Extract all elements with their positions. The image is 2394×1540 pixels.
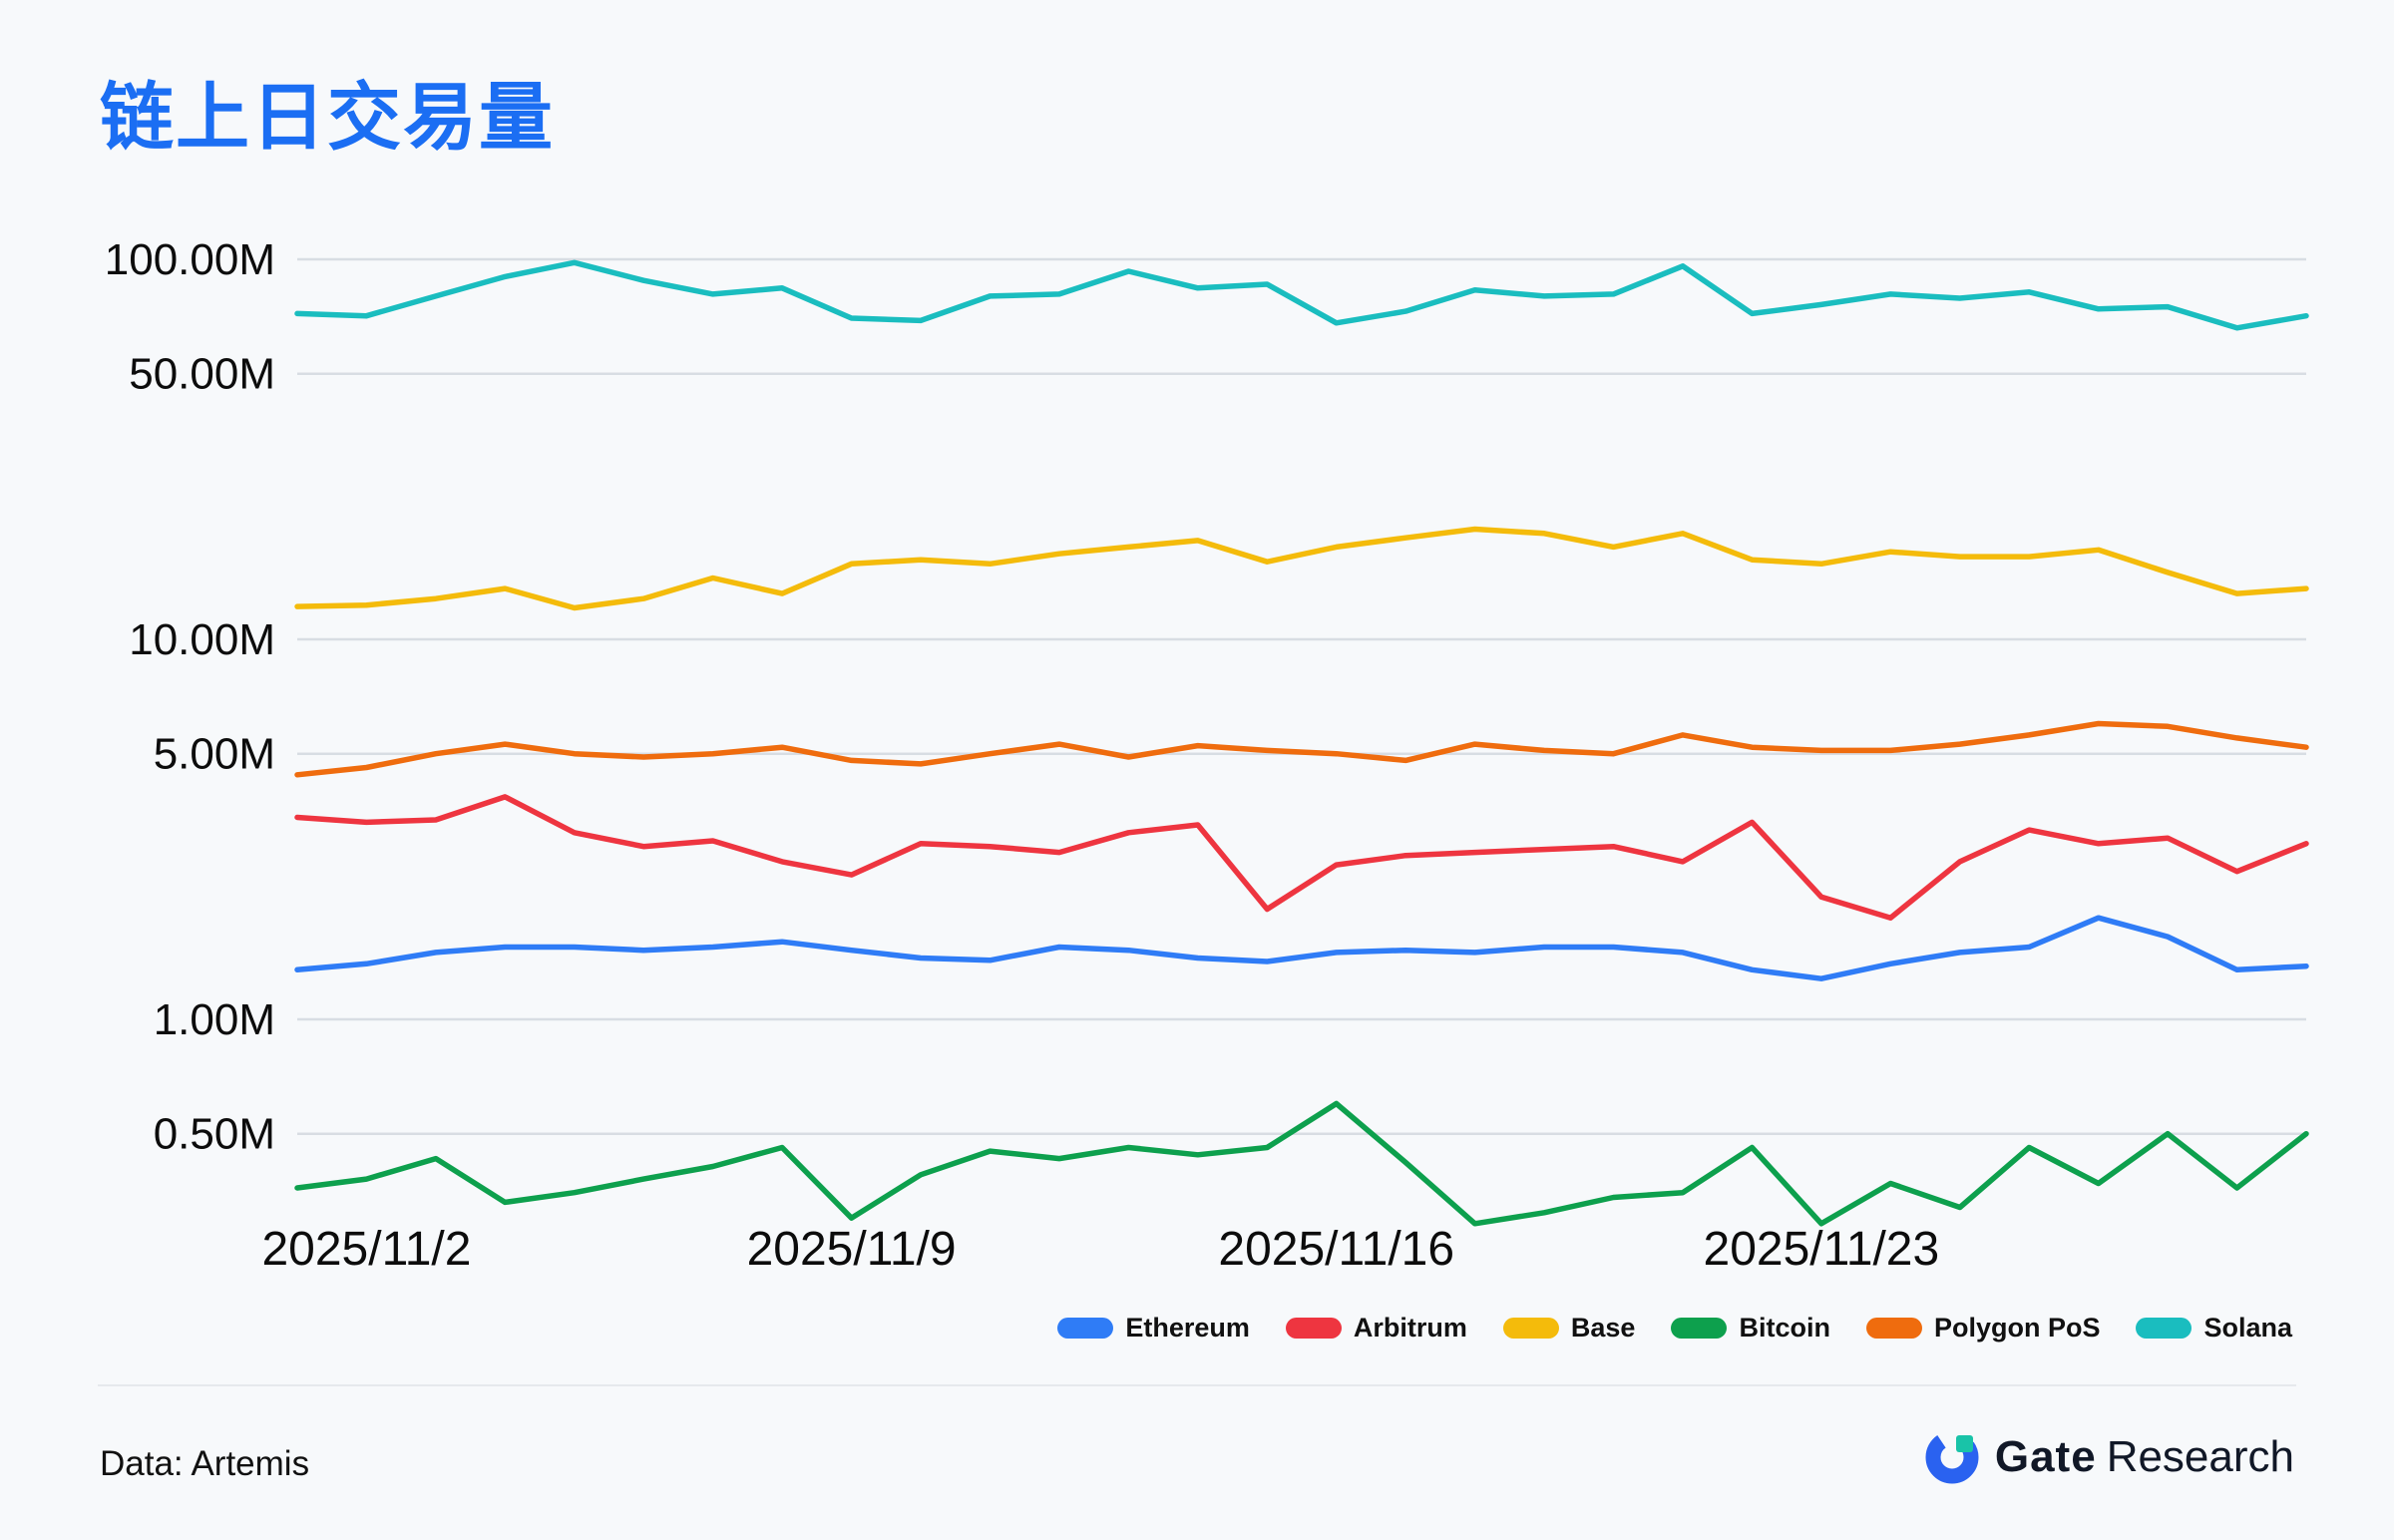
x-axis-tick-label: 2025/11/23: [1704, 1223, 1940, 1276]
brand-name-regular: Research: [2106, 1432, 2294, 1481]
legend-label: Bitcoin: [1739, 1313, 1830, 1343]
legend-item-polygon-pos[interactable]: Polygon PoS: [1865, 1313, 2101, 1344]
series-line-bitcoin: [294, 1100, 2309, 1227]
legend-item-ethereum[interactable]: Ethereum: [1057, 1313, 1250, 1344]
legend-label: Polygon PoS: [1933, 1313, 2101, 1343]
y-axis-tick-label: 100.00M: [105, 235, 275, 284]
legend-label: Ethereum: [1125, 1313, 1250, 1343]
y-axis-tick-label: 1.00M: [154, 995, 275, 1044]
legend-swatch: [1285, 1318, 1342, 1339]
x-axis-tick-label: 2025/11/16: [1218, 1223, 1454, 1276]
legend: Ethereum Arbitrum Base Bitcoin Polygon PoS So…: [1057, 1313, 2292, 1344]
legend-swatch: [2136, 1318, 2193, 1339]
series-line-base: [294, 526, 2309, 611]
legend-swatch: [1057, 1318, 1114, 1339]
y-axis-tick-label: 0.50M: [154, 1110, 275, 1159]
daily-transactions-line-chart: 100.00M 50.00M 10.00M 5.00M 1.00M 0.50M 2025/1…: [105, 235, 2309, 1276]
series-line-ethereum: [294, 915, 2309, 981]
legend-item-bitcoin[interactable]: Bitcoin: [1671, 1313, 1830, 1344]
series-line-polygon-pos: [294, 720, 2309, 778]
data-source-label: Data: Artemis: [100, 1444, 310, 1483]
brand-name-bold: Gate: [1994, 1432, 2097, 1481]
legend-item-arbitrum[interactable]: Arbitrum: [1285, 1313, 1467, 1344]
brand: Gate Research: [1923, 1428, 2294, 1486]
x-axis-tick-label: 2025/11/9: [747, 1223, 957, 1276]
legend-swatch: [1671, 1318, 1728, 1339]
legend-label: Arbitrum: [1353, 1313, 1467, 1343]
series-line-arbitrum: [294, 794, 2309, 921]
legend-swatch: [1865, 1318, 1922, 1339]
legend-label: Solana: [2203, 1313, 2292, 1343]
y-axis-tick-label: 10.00M: [129, 615, 275, 664]
series-line-solana: [294, 259, 2309, 331]
x-axis-tick-label: 2025/11/2: [261, 1223, 471, 1276]
legend-item-solana[interactable]: Solana: [2136, 1313, 2292, 1344]
footer-divider: [98, 1384, 2296, 1386]
page-title: 链上日交易量: [100, 76, 555, 159]
gate-logo-icon: [1925, 1430, 1979, 1484]
y-axis-tick-label: 5.00M: [154, 730, 275, 779]
legend-swatch: [1502, 1318, 1559, 1339]
y-axis-tick-label: 50.00M: [129, 350, 275, 399]
legend-label: Base: [1570, 1313, 1636, 1343]
legend-item-base[interactable]: Base: [1502, 1313, 1636, 1344]
brand-text: Gate Research: [1995, 1432, 2294, 1482]
